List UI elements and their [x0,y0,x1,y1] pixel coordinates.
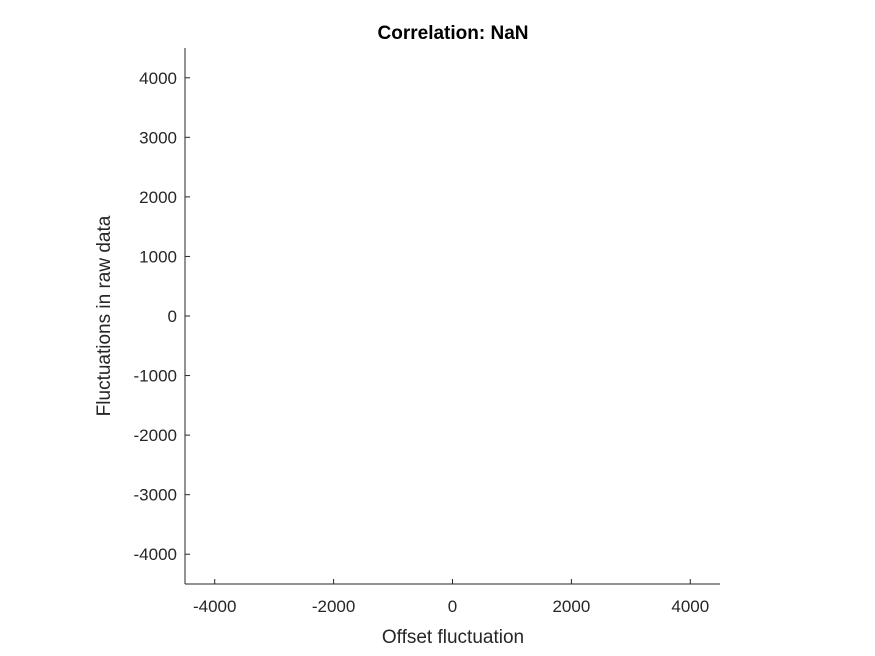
x-tick-label: 0 [448,597,457,616]
y-tick-label: 1000 [139,247,177,266]
y-tick-label: 4000 [139,69,177,88]
x-axis-label: Offset fluctuation [382,627,524,648]
y-tick-label: 0 [168,307,177,326]
y-tick-label: -4000 [134,545,177,564]
y-axis-label: Fluctuations in raw data [94,215,115,416]
chart-title: Correlation: NaN [378,23,529,44]
y-tick-label: -2000 [134,426,177,445]
y-tick-label: 2000 [139,188,177,207]
y-tick-label: -3000 [134,486,177,505]
x-tick-label: -2000 [312,597,355,616]
x-tick-label: 4000 [671,597,709,616]
x-tick-label: 2000 [552,597,590,616]
y-tick-label: -1000 [134,367,177,386]
y-ticks: 4000 3000 2000 1000 0 -1000 -2000 -3000 -4000 [134,69,190,564]
x-tick-label: -4000 [193,597,236,616]
x-ticks: -4000 -2000 0 2000 4000 [193,579,709,616]
y-tick-label: 3000 [139,128,177,147]
